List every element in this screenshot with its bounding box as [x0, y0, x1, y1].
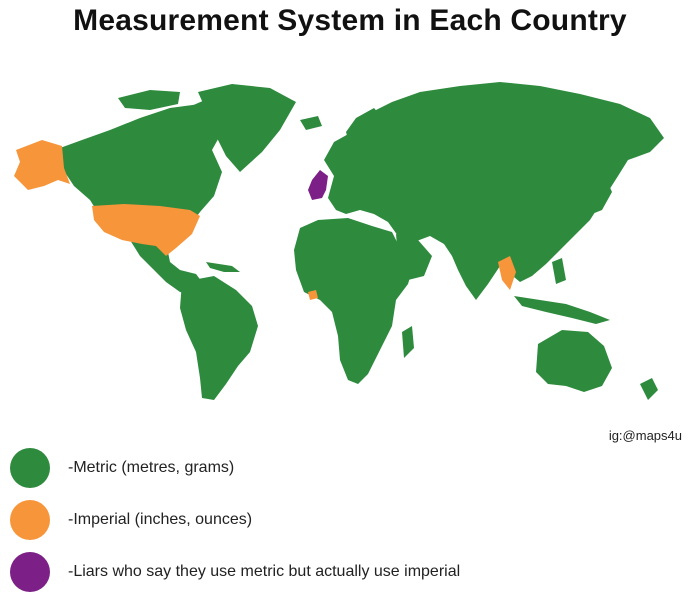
eurasia [324, 82, 664, 300]
scandinavia [346, 108, 386, 166]
caribbean-islands [206, 262, 240, 272]
madagascar [402, 326, 414, 358]
africa [294, 218, 414, 384]
australia [536, 330, 612, 392]
legend-label-liars: -Liars who say they use metric but actua… [68, 563, 461, 580]
legend-item-liars: -Liars who say they use metric but actua… [10, 552, 460, 592]
map-title: Measurement System in Each Country [73, 4, 627, 37]
liberia [308, 290, 318, 300]
arabian-peninsula [396, 234, 432, 280]
legend-item-metric: -Metric (metres, grams) [10, 448, 234, 488]
indonesia [514, 296, 610, 324]
legend-item-imperial: -Imperial (inches, ounces) [10, 500, 252, 540]
north-america-region [60, 104, 222, 296]
new-zealand [640, 378, 658, 400]
philippines [552, 258, 566, 284]
canadian-arctic-islands [118, 90, 180, 110]
liars-swatch [10, 552, 50, 592]
metric-swatch [10, 448, 50, 488]
alaska [14, 140, 70, 190]
myanmar [498, 256, 516, 290]
imperial-swatch [10, 500, 50, 540]
united-states [92, 204, 200, 256]
map-credit: ig:@maps4u [608, 428, 682, 443]
legend-label-metric: -Metric (metres, grams) [68, 459, 235, 476]
greenland [198, 84, 296, 172]
imperial-regions [14, 140, 516, 300]
united-kingdom [308, 170, 328, 200]
liars-regions [308, 170, 328, 200]
south-america [180, 276, 258, 400]
japan [588, 174, 612, 214]
world-map [14, 82, 664, 400]
metric-regions [60, 82, 664, 400]
legend-label-imperial: -Imperial (inches, ounces) [68, 511, 253, 528]
iceland [300, 116, 322, 130]
